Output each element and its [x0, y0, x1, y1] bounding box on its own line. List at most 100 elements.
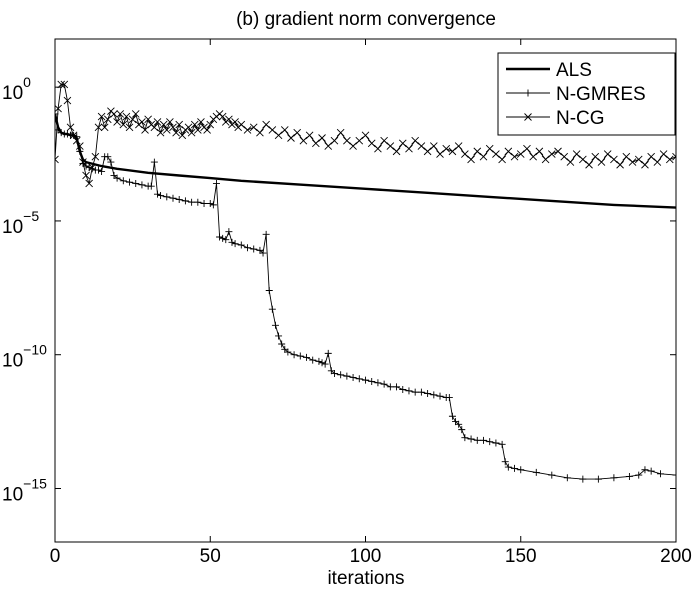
data-point: [336, 128, 345, 137]
data-point: [76, 147, 84, 155]
data-point: [479, 436, 487, 444]
data-point: [69, 131, 78, 140]
data-point: [349, 373, 357, 381]
data-point: [132, 179, 140, 187]
data-point: [448, 147, 457, 156]
data-point: [231, 118, 239, 126]
data-point: [393, 383, 401, 391]
data-point: [665, 155, 674, 164]
data-point: [206, 120, 215, 129]
data-point: [554, 147, 562, 156]
x-tick-label: 100: [350, 546, 382, 567]
data-point: [128, 115, 137, 124]
data-point: [635, 471, 643, 479]
data-point: [524, 89, 532, 97]
data-point: [641, 160, 649, 169]
legend-item: N-GMRES: [506, 84, 646, 105]
legend-item: ALS: [506, 60, 592, 81]
x-axis-label: iterations: [327, 568, 404, 589]
legend: ALS N-GMRES N-CG: [497, 52, 676, 136]
data-point: [97, 112, 106, 121]
data-point: [141, 126, 149, 134]
data-point: [107, 158, 115, 166]
data-point: [653, 158, 662, 166]
data-point: [392, 147, 401, 156]
data-point: [429, 142, 438, 150]
data-point: [448, 412, 456, 420]
data-point: [386, 142, 395, 150]
data-point: [454, 142, 463, 150]
data-point: [517, 466, 525, 474]
data-point: [343, 372, 351, 380]
data-point: [386, 383, 394, 391]
data-point: [411, 388, 419, 396]
data-point: [380, 136, 388, 145]
data-point: [72, 136, 81, 145]
series-n-cg: [55, 80, 676, 188]
data-point: [250, 245, 258, 253]
data-point: [287, 134, 295, 142]
x-axis: 0 50 100 150 200: [50, 39, 692, 567]
data-point: [76, 142, 84, 150]
data-point: [153, 118, 162, 126]
data-point: [486, 438, 494, 446]
data-point: [510, 152, 519, 161]
data-point: [566, 158, 575, 166]
data-point: [659, 150, 668, 158]
data-point: [461, 434, 469, 442]
data-point: [138, 181, 146, 189]
data-point: [672, 471, 676, 479]
data-point: [103, 115, 112, 124]
data-point: [405, 387, 413, 395]
data-point: [361, 131, 370, 140]
data-point: [532, 468, 540, 476]
data-point: [591, 152, 600, 161]
y-tick-label: 10−10: [2, 342, 47, 372]
data-point: [560, 152, 569, 161]
data-point: [594, 475, 602, 483]
data-point: [249, 123, 258, 132]
data-point: [126, 178, 134, 186]
data-point: [57, 129, 65, 137]
data-point: [417, 388, 425, 396]
data-point: [163, 193, 171, 201]
data-point: [656, 470, 664, 478]
data-point: [647, 467, 655, 475]
data-point: [374, 144, 382, 153]
data-point: [63, 130, 71, 138]
data-point: [299, 136, 308, 145]
data-point: [548, 471, 556, 479]
data-point: [399, 385, 407, 393]
data-point: [303, 353, 311, 361]
data-point: [523, 144, 531, 153]
data-point: [524, 113, 532, 121]
data-point: [318, 359, 326, 367]
data-point: [423, 147, 432, 156]
data-point: [85, 163, 93, 171]
data-point: [55, 104, 62, 113]
data-point: [188, 198, 196, 206]
data-point: [57, 80, 66, 89]
data-point: [181, 197, 189, 205]
data-point: [498, 155, 506, 164]
data-point: [172, 128, 180, 137]
y-tick-label: 10−15: [2, 475, 47, 505]
data-point: [110, 110, 118, 118]
data-point: [259, 249, 267, 257]
data-point: [194, 126, 202, 134]
x-tick-label: 150: [505, 546, 537, 567]
data-point: [445, 394, 453, 402]
data-point: [343, 136, 351, 145]
legend-box: [497, 52, 676, 136]
data-point: [197, 118, 205, 126]
data-point: [94, 123, 103, 132]
data-point: [541, 155, 550, 164]
data-point: [296, 352, 304, 360]
data-point: [237, 120, 246, 129]
data-point: [125, 123, 134, 132]
data-point: [492, 150, 500, 158]
data-point: [104, 153, 112, 161]
data-point: [672, 152, 676, 161]
data-point: [122, 112, 131, 121]
